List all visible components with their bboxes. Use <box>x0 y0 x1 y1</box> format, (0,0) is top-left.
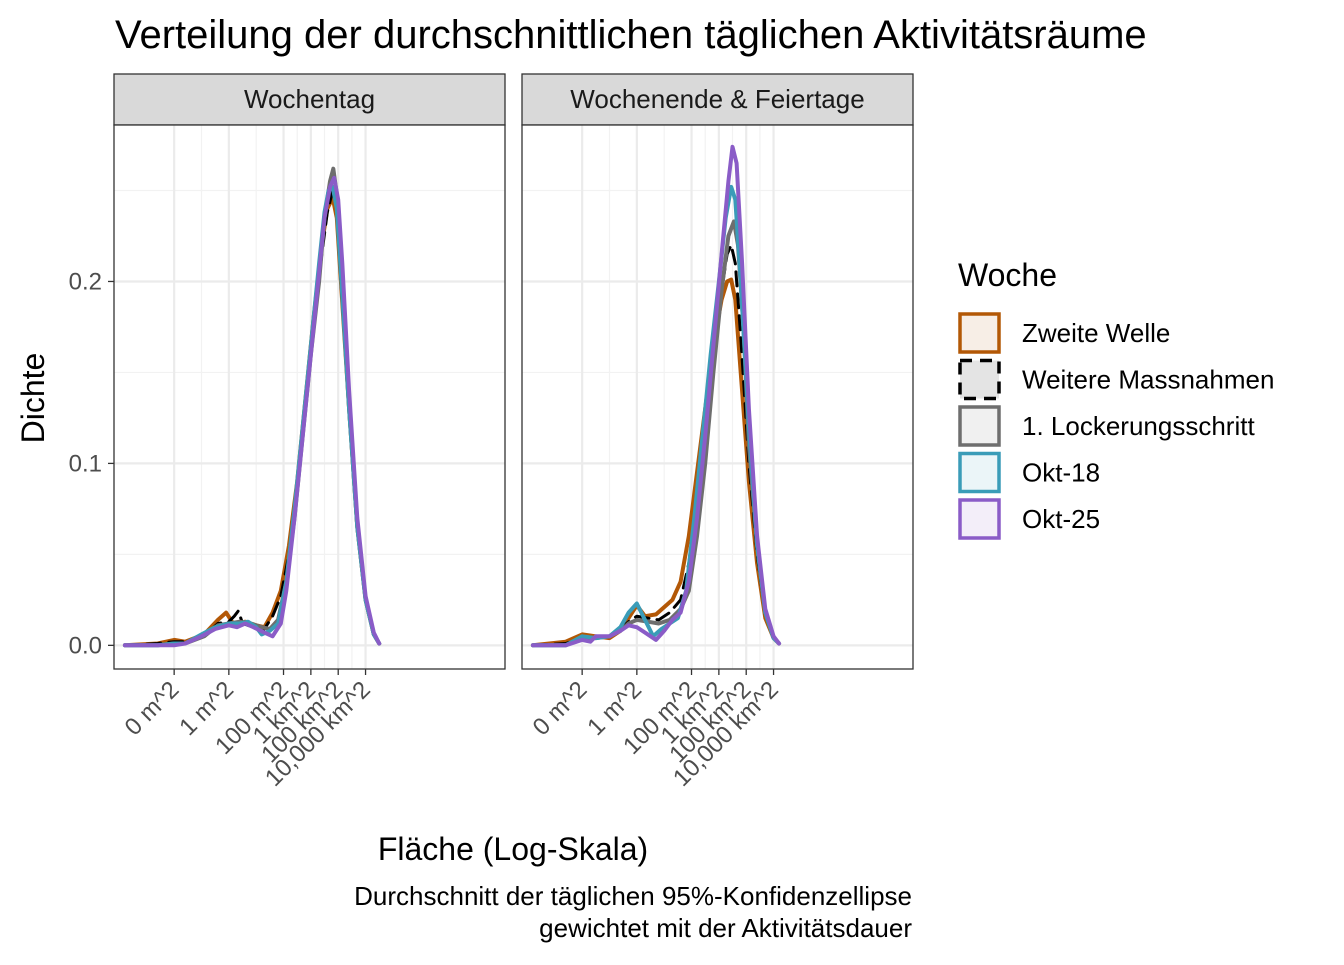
facet-strip-label-1: Wochenende & Feiertage <box>570 84 864 114</box>
legend-key-okt-25 <box>958 498 1001 540</box>
caption-line-2: gewichtet mit der Aktivitätsdauer <box>539 913 912 943</box>
legend-title: Woche <box>958 257 1057 293</box>
caption-line-1: Durchschnitt der täglichen 95%-Konfidenz… <box>354 881 912 911</box>
legend: Woche Zweite Welle Weitere Massnahmen 1. L… <box>958 257 1274 540</box>
panel-border-1 <box>521 124 914 670</box>
legend-label: Okt-18 <box>1022 458 1100 488</box>
legend-key-okt-18 <box>958 451 1001 494</box>
panel-border-0 <box>113 124 506 670</box>
y-tick-label: 0.1 <box>69 450 102 477</box>
x-axis-title: Fläche (Log-Skala) <box>378 831 648 867</box>
legend-label: 1. Lockerungsschritt <box>1022 411 1255 441</box>
facet-strip-label-0: Wochentag <box>244 84 375 114</box>
y-tick-label: 0.2 <box>69 268 102 295</box>
legend-label: Zweite Welle <box>1022 318 1170 348</box>
legend-label: Weitere Massnahmen <box>1022 365 1274 395</box>
plot-area-0 <box>114 125 505 669</box>
legend-key-weitere-massnahmen <box>958 358 1001 401</box>
legend-key-zweite-welle <box>958 312 1001 354</box>
y-axis-title: Dichte <box>15 353 51 444</box>
series-line-okt-25 <box>530 144 781 648</box>
facet-strip-0 <box>113 73 506 126</box>
chart-title: Verteilung der durchschnittlichen täglic… <box>115 13 1147 57</box>
legend-label: Okt-25 <box>1022 504 1100 534</box>
y-tick-label: 0.0 <box>69 632 102 659</box>
legend-key-1-lockerungsschritt <box>958 405 1001 447</box>
plot-area-1 <box>522 125 913 669</box>
series-line-okt-25 <box>122 175 382 648</box>
